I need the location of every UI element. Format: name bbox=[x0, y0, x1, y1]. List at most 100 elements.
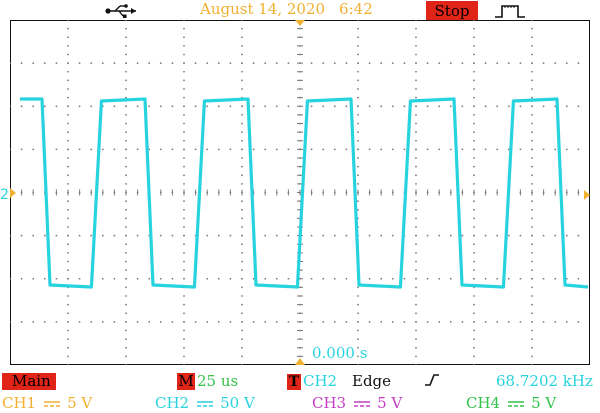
grid-dot bbox=[473, 131, 475, 134]
grid-dot bbox=[415, 70, 417, 73]
grid-dot bbox=[67, 295, 69, 297]
grid-dot bbox=[357, 88, 359, 90]
grid-dot bbox=[78, 277, 81, 280]
grid-dot bbox=[264, 234, 267, 237]
grid-dot bbox=[183, 295, 185, 297]
grid-dot bbox=[542, 148, 545, 151]
grid-dot bbox=[241, 260, 243, 263]
ch2-scale[interactable]: CH2 50 V bbox=[155, 394, 255, 412]
grid-dot bbox=[125, 20, 127, 21]
grid-dot bbox=[241, 113, 243, 116]
grid-dot bbox=[67, 36, 69, 39]
grid-dot bbox=[55, 277, 58, 280]
grid-dot bbox=[136, 320, 139, 323]
grid-dot bbox=[415, 148, 417, 151]
grid-dot bbox=[531, 122, 533, 125]
grid-dot bbox=[507, 320, 510, 323]
grid-dot bbox=[171, 105, 174, 108]
grid-dot bbox=[67, 53, 69, 56]
grid-dot bbox=[183, 105, 185, 108]
grid-dot bbox=[449, 148, 452, 151]
grid-dot bbox=[484, 320, 487, 323]
grid-dot bbox=[136, 234, 139, 237]
grid-dot bbox=[473, 139, 475, 142]
grid-dot bbox=[67, 320, 69, 323]
grid-dot bbox=[241, 200, 243, 203]
grid-dot bbox=[20, 234, 23, 237]
grid-dot bbox=[229, 234, 232, 237]
ch2-value: 50 V bbox=[220, 394, 255, 412]
grid-dot bbox=[287, 148, 290, 151]
grid-dot bbox=[183, 208, 185, 211]
grid-dot bbox=[125, 88, 127, 90]
oscilloscope-display bbox=[10, 20, 590, 365]
ch1-scale[interactable]: CH1 5 V bbox=[2, 394, 92, 412]
ch4-name: CH4 bbox=[466, 394, 501, 412]
frequency-readout: 68.7202 kHz bbox=[496, 372, 593, 390]
grid-dot bbox=[90, 62, 93, 65]
timebase-badge[interactable]: M bbox=[177, 372, 195, 390]
grid-dot bbox=[519, 105, 522, 108]
grid-dot bbox=[310, 277, 313, 280]
grid-dot bbox=[368, 148, 371, 151]
grid-dot bbox=[473, 27, 475, 30]
grid-dot bbox=[159, 148, 162, 151]
grid-dot bbox=[357, 113, 359, 116]
grid-dot bbox=[484, 105, 487, 108]
grid-dot bbox=[125, 346, 127, 349]
grid-dot bbox=[415, 174, 417, 177]
grid-dot bbox=[183, 88, 185, 90]
grid-dot bbox=[252, 277, 255, 280]
grid-dot bbox=[90, 320, 93, 323]
grid-dot bbox=[322, 234, 325, 237]
grid-dot bbox=[241, 70, 243, 73]
grid-dot bbox=[415, 364, 417, 365]
ch3-scale[interactable]: CH3 5 V bbox=[312, 394, 402, 412]
grid-dot bbox=[554, 277, 557, 280]
grid-dot bbox=[380, 62, 383, 65]
ch1-value: 5 V bbox=[67, 394, 93, 412]
grid-dot bbox=[113, 105, 116, 108]
grid-dot bbox=[473, 217, 475, 220]
grid-dot bbox=[531, 226, 533, 228]
grid-dot bbox=[206, 234, 209, 237]
grid-dot bbox=[55, 234, 58, 237]
grid-dot bbox=[183, 364, 185, 365]
grid-dot bbox=[206, 105, 209, 108]
grid-dot bbox=[264, 148, 267, 151]
grid-dot bbox=[357, 96, 359, 99]
grid-dot bbox=[473, 226, 475, 228]
grid-dot bbox=[473, 303, 475, 306]
grid-dot bbox=[577, 277, 580, 280]
grid-dot bbox=[67, 139, 69, 142]
grid-dot bbox=[90, 234, 93, 237]
grid-dot bbox=[531, 174, 533, 177]
grid-dot bbox=[20, 148, 23, 151]
grid-dot bbox=[531, 165, 533, 168]
grid-dot bbox=[519, 277, 522, 280]
ch3-value: 5 V bbox=[377, 394, 403, 412]
grid-dot bbox=[67, 88, 69, 90]
grid-dot bbox=[125, 200, 127, 203]
ch2-ground-marker[interactable]: 2 bbox=[0, 187, 16, 203]
grid-dot bbox=[531, 260, 533, 263]
grid-dot bbox=[171, 277, 174, 280]
grid-dot bbox=[473, 44, 475, 47]
grid-dot bbox=[171, 62, 174, 65]
trigger-badge[interactable]: T bbox=[287, 374, 301, 390]
grid-dot bbox=[241, 355, 243, 358]
grid-dot bbox=[322, 62, 325, 65]
grid-dot bbox=[125, 260, 127, 263]
grid-dot bbox=[577, 234, 580, 237]
ch4-scale[interactable]: CH4 5 V bbox=[466, 394, 556, 412]
main-mode-badge[interactable]: Main bbox=[2, 373, 56, 390]
run-stop-button[interactable]: Stop bbox=[426, 1, 478, 21]
grid-dot bbox=[345, 62, 348, 65]
grid-dot bbox=[438, 234, 441, 237]
grid-dot bbox=[229, 62, 232, 65]
grid-dot bbox=[333, 62, 336, 65]
grid-dot bbox=[67, 105, 69, 108]
date-label: August 14, 2020 bbox=[200, 0, 326, 18]
dc-coupling-icon bbox=[197, 401, 214, 407]
grid-dot bbox=[125, 208, 127, 211]
